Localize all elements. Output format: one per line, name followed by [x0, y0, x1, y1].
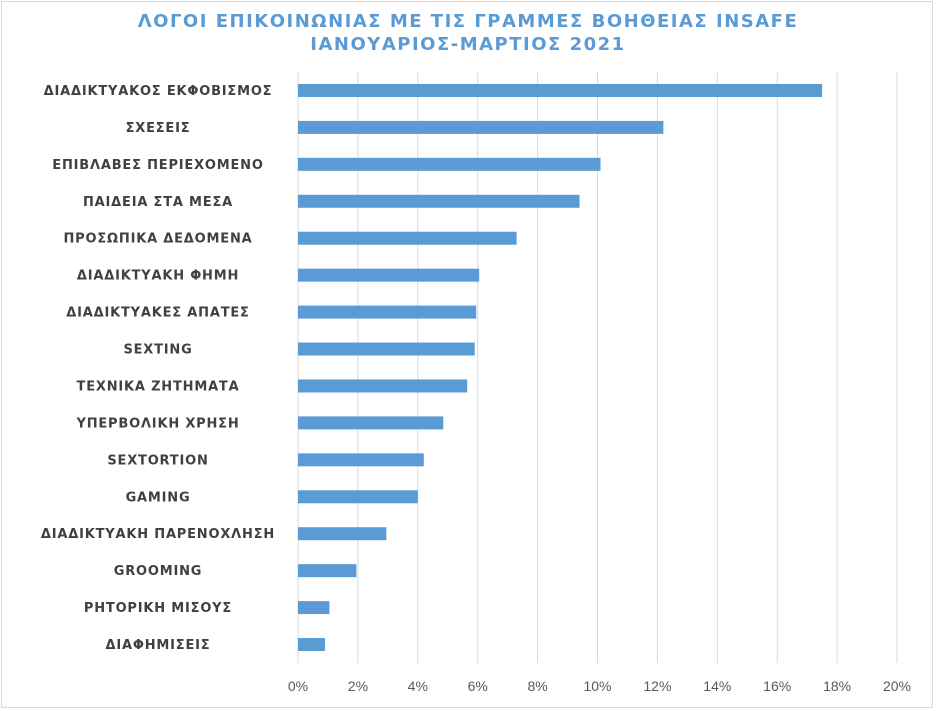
x-tick-label: 0% [288, 678, 308, 694]
category-label: ΔΙΑΔΙΚΤΥΑΚΗ ΠΑΡΕΝΟΧΛΗΣΗ [41, 527, 275, 542]
category-label: GROOMING [114, 564, 203, 579]
bar [298, 453, 424, 467]
bar [298, 601, 330, 615]
bars [298, 83, 823, 652]
bar [298, 416, 444, 430]
category-label: ΔΙΑΦΗΜΙΣΕΙΣ [106, 638, 211, 653]
bar [298, 120, 664, 134]
category-labels: ΔΙΑΔΙΚΤΥΑΚΟΣ ΕΚΦΟΒΙΣΜΟΣ ΣΧΕΣΕΙΣ ΕΠΙΒΛΑΒΕΣ … [41, 84, 275, 653]
x-tick-labels: 0% 2% 4% 6% 8% 10% 12% 14% 16% 18% 20% [288, 678, 911, 694]
bar [298, 231, 517, 245]
x-tick-label: 2% [348, 678, 368, 694]
bar [298, 305, 477, 319]
category-label: GAMING [126, 490, 191, 505]
category-label: ΠΡΟΣΩΠΙΚΑ ΔΕΔΟΜΕΝΑ [64, 232, 253, 247]
x-tick-label: 4% [408, 678, 428, 694]
category-label: SEXTORTION [107, 453, 208, 468]
bar [298, 342, 475, 356]
category-label: ΠΑΙΔΕΙΑ ΣΤΑ ΜΕΣΑ [83, 195, 233, 210]
x-tick-label: 6% [468, 678, 488, 694]
bar [298, 527, 387, 541]
x-tick-label: 14% [703, 678, 731, 694]
bar [298, 194, 580, 208]
bar [298, 638, 325, 652]
category-label: SEXTING [123, 343, 192, 358]
bar [298, 83, 823, 97]
category-label: ΔΙΑΔΙΚΤΥΑΚΕΣ ΑΠΑΤΕΣ [66, 306, 249, 321]
category-label: ΣΧΕΣΕΙΣ [126, 121, 191, 136]
bar [298, 564, 357, 578]
chart-subtitle: ΙΑΝΟΥΑΡΙΟΣ-ΜΑΡΤΙΟΣ 2021 [310, 34, 626, 55]
x-tick-label: 16% [763, 678, 791, 694]
x-tick-label: 10% [583, 678, 611, 694]
x-tick-label: 8% [527, 678, 547, 694]
category-label: ΡΗΤΟΡΙΚΗ ΜΙΣΟΥΣ [84, 601, 232, 616]
bar [298, 268, 480, 282]
category-label: ΕΠΙΒΛΑΒΕΣ ΠΕΡΙΕΧΟΜΕΝΟ [52, 158, 263, 173]
category-label: ΔΙΑΔΙΚΤΥΑΚΗ ΦΗΜΗ [77, 269, 239, 284]
bar [298, 490, 418, 504]
bar [298, 379, 468, 393]
chart-title: ΛΟΓΟΙ ΕΠΙΚΟΙΝΩΝΙΑΣ ΜΕ ΤΙΣ ΓΡΑΜΜΕΣ ΒΟΗΘΕΙ… [137, 11, 799, 32]
x-tick-label: 12% [643, 678, 671, 694]
x-tick-label: 20% [883, 678, 911, 694]
x-tick-label: 18% [823, 678, 851, 694]
category-label: ΥΠΕΡΒΟΛΙΚΗ ΧΡΗΣΗ [75, 416, 239, 431]
bar [298, 157, 601, 171]
category-label: ΔΙΑΔΙΚΤΥΑΚΟΣ ΕΚΦΟΒΙΣΜΟΣ [44, 84, 273, 99]
category-label: ΤΕΧΝΙΚΑ ΖΗΤΗΜΑΤΑ [77, 379, 240, 394]
